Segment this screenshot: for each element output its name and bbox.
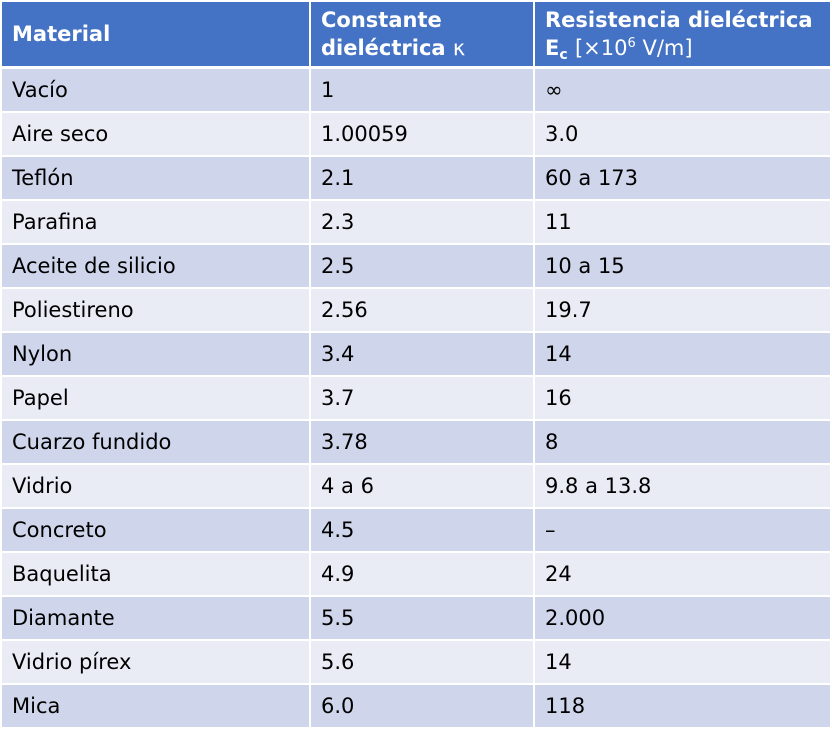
cell-material: Mica <box>2 683 311 729</box>
cell-dielectric-strength: 14 <box>534 639 830 685</box>
cell-material: Papel <box>2 375 311 421</box>
cell-dielectric-constant: 5.6 <box>310 639 535 685</box>
header-strength-unit: [×106 V/m] <box>575 36 693 60</box>
table-row: Vidrio 4 a 6 9.8 a 13.8 <box>2 463 830 509</box>
cell-material: Nylon <box>2 331 311 377</box>
header-dielectric-strength: Resistencia dieléctrica Ec [×106 V/m] <box>534 2 830 69</box>
cell-dielectric-strength: ∞ <box>534 67 830 113</box>
cell-dielectric-constant: 4 a 6 <box>310 463 535 509</box>
table-row: Aire seco 1.00059 3.0 <box>2 111 830 157</box>
table-row: Diamante 5.5 2.000 <box>2 595 830 641</box>
table-row: Parafina 2.3 11 <box>2 199 830 245</box>
cell-dielectric-constant: 1.00059 <box>310 111 535 157</box>
cell-dielectric-strength: 14 <box>534 331 830 377</box>
cell-material: Aire seco <box>2 111 311 157</box>
header-strength-subscript: c <box>559 47 568 63</box>
cell-dielectric-constant: 3.4 <box>310 331 535 377</box>
table-row: Teflón 2.1 60 a 173 <box>2 155 830 201</box>
cell-dielectric-constant: 4.9 <box>310 551 535 597</box>
table-header-row: Material Constante dieléctrica κ Resiste… <box>2 2 830 69</box>
table-row: Vidrio pírex 5.6 14 <box>2 639 830 685</box>
header-material-label: Material <box>12 22 111 46</box>
table-row: Cuarzo fundido 3.78 8 <box>2 419 830 465</box>
cell-dielectric-strength: 8 <box>534 419 830 465</box>
cell-dielectric-strength: 24 <box>534 551 830 597</box>
cell-dielectric-constant: 1 <box>310 67 535 113</box>
table-row: Nylon 3.4 14 <box>2 331 830 377</box>
header-strength-unit-exponent: 6 <box>627 36 636 51</box>
header-strength-unit-prefix: [×10 <box>574 36 628 60</box>
cell-material: Vacío <box>2 67 311 113</box>
cell-material: Concreto <box>2 507 311 553</box>
cell-dielectric-strength: 118 <box>534 683 830 729</box>
cell-dielectric-constant: 4.5 <box>310 507 535 553</box>
cell-dielectric-strength: 11 <box>534 199 830 245</box>
cell-dielectric-strength: 16 <box>534 375 830 421</box>
cell-material: Vidrio <box>2 463 311 509</box>
table-row: Papel 3.7 16 <box>2 375 830 421</box>
cell-dielectric-strength: 3.0 <box>534 111 830 157</box>
table-row: Poliestireno 2.56 19.7 <box>2 287 830 333</box>
cell-material: Aceite de silicio <box>2 243 311 289</box>
cell-dielectric-constant: 2.56 <box>310 287 535 333</box>
cell-dielectric-constant: 5.5 <box>310 595 535 641</box>
cell-dielectric-constant: 3.7 <box>310 375 535 421</box>
dielectric-table-container: Material Constante dieléctrica κ Resiste… <box>2 2 830 729</box>
table-row: Mica 6.0 118 <box>2 683 830 729</box>
cell-material: Teflón <box>2 155 311 201</box>
cell-material: Baquelita <box>2 551 311 597</box>
cell-dielectric-constant: 2.3 <box>310 199 535 245</box>
table-row: Baquelita 4.9 24 <box>2 551 830 597</box>
cell-dielectric-constant: 3.78 <box>310 419 535 465</box>
cell-material: Vidrio pírex <box>2 639 311 685</box>
cell-dielectric-constant: 6.0 <box>310 683 535 729</box>
cell-dielectric-strength: – <box>534 507 830 553</box>
cell-dielectric-strength: 60 a 173 <box>534 155 830 201</box>
dielectric-table: Material Constante dieléctrica κ Resiste… <box>2 2 830 729</box>
cell-dielectric-strength: 2.000 <box>534 595 830 641</box>
cell-dielectric-constant: 2.1 <box>310 155 535 201</box>
cell-dielectric-strength: 10 a 15 <box>534 243 830 289</box>
cell-dielectric-strength: 9.8 a 13.8 <box>534 463 830 509</box>
header-constant-line1: Constante <box>321 8 442 32</box>
header-constant-line2: dieléctrica <box>321 36 446 60</box>
cell-material: Cuarzo fundido <box>2 419 311 465</box>
cell-dielectric-constant: 2.5 <box>310 243 535 289</box>
header-strength-line1: Resistencia dieléctrica <box>545 8 813 32</box>
table-body: Vacío 1 ∞ Aire seco 1.00059 3.0 Teflón 2.1 60 a … <box>2 67 830 729</box>
cell-dielectric-strength: 19.7 <box>534 287 830 333</box>
table-row: Vacío 1 ∞ <box>2 67 830 113</box>
table-row: Concreto 4.5– <box>2 507 830 553</box>
cell-material: Diamante <box>2 595 311 641</box>
header-strength-unit-suffix: V/m] <box>635 36 693 60</box>
header-constant-symbol: κ <box>452 36 466 60</box>
header-strength-symbol: E <box>545 36 560 60</box>
cell-material: Parafina <box>2 199 311 245</box>
header-material: Material <box>2 2 311 69</box>
table-row: Aceite de silicio 2.5 10 a 15 <box>2 243 830 289</box>
header-dielectric-constant: Constante dieléctrica κ <box>310 2 535 69</box>
cell-material: Poliestireno <box>2 287 311 333</box>
